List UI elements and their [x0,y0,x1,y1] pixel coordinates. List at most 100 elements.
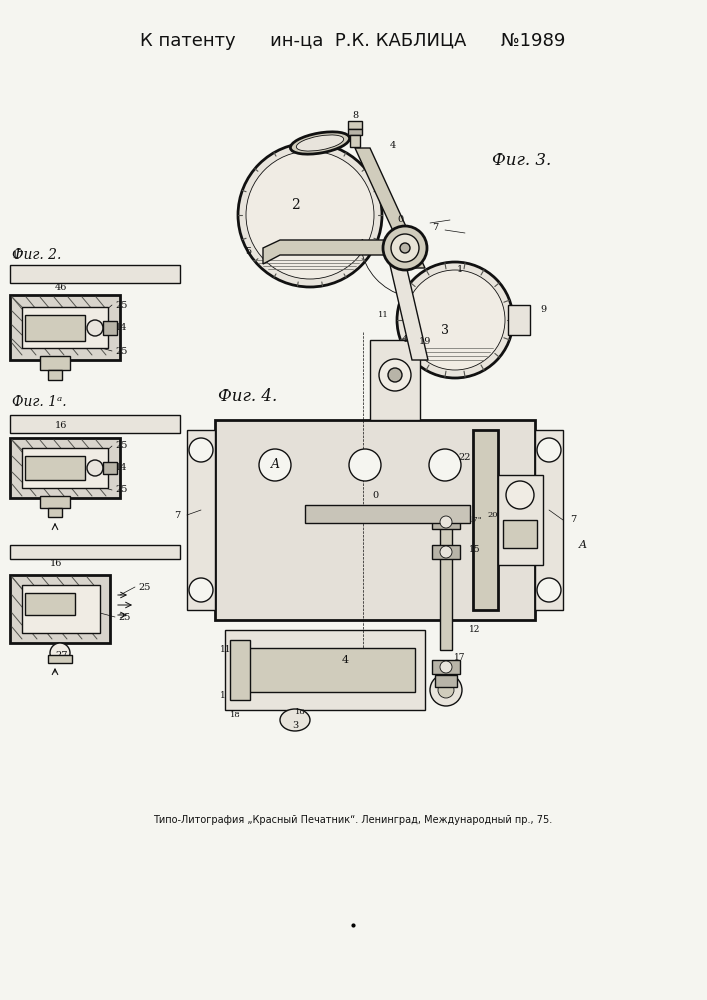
Text: 22: 22 [459,454,472,462]
Text: К патенту      ин-ца  Р.К. КАБЛИЦА      №1989: К патенту ин-ца Р.К. КАБЛИЦА №1989 [140,32,566,50]
Bar [10,265,180,283]
Bar [22,307,108,348]
Bar [215,420,535,620]
Circle shape [391,234,419,262]
Text: 8: 8 [352,110,358,119]
Circle shape [400,243,410,253]
Bar [498,475,543,565]
Text: 2: 2 [291,198,299,212]
Bar [187,430,215,610]
Text: 17": 17" [467,516,482,524]
Bar [305,505,470,523]
Text: 10: 10 [360,239,370,247]
Text: 25: 25 [115,442,127,450]
Text: 11: 11 [220,646,231,654]
Text: 27: 27 [55,650,67,660]
Circle shape [87,460,103,476]
Bar [48,655,72,663]
Bar [10,575,110,643]
Text: 7: 7 [174,510,180,520]
Text: Типо-Литография „Красный Печатник“. Ленинград, Международный пр., 75.: Типо-Литография „Красный Печатник“. Лени… [153,815,553,825]
Text: A: A [271,458,279,472]
Bar [48,370,62,380]
Circle shape [349,449,381,481]
Circle shape [189,438,213,462]
Bar [432,545,460,559]
Text: 3: 3 [292,720,298,730]
Text: 17: 17 [455,654,466,662]
Circle shape [429,449,461,481]
Text: 14: 14 [115,324,127,332]
Bar [25,315,85,341]
Ellipse shape [291,132,349,154]
Bar [22,448,108,488]
Circle shape [440,516,452,528]
Text: 4: 4 [390,140,396,149]
Bar [370,340,420,420]
Bar [535,430,563,610]
Circle shape [537,578,561,602]
Text: 25: 25 [115,486,127,494]
Bar [473,430,498,610]
Circle shape [397,262,513,378]
Circle shape [388,368,402,382]
Bar [25,456,85,480]
Circle shape [430,674,462,706]
Text: 20: 20 [488,511,498,519]
Text: Фиг. 3.: Фиг. 3. [492,152,551,169]
Polygon shape [390,265,428,360]
Ellipse shape [296,135,344,151]
Bar [25,593,75,615]
Bar [435,675,457,687]
Bar [348,121,362,129]
Bar [432,515,460,529]
Circle shape [246,151,374,279]
Text: 18: 18 [295,708,305,716]
Circle shape [87,320,103,336]
Text: 16: 16 [50,558,62,568]
Bar [350,135,360,147]
Text: Фиг. 2.: Фиг. 2. [12,248,62,262]
Circle shape [438,682,454,698]
Text: 3: 3 [441,324,449,336]
Text: 0: 0 [372,490,378,499]
Bar [10,415,180,433]
Circle shape [440,661,452,673]
Bar [503,520,537,548]
Text: 11: 11 [378,311,388,319]
Text: 15: 15 [469,546,481,554]
Text: 6: 6 [382,251,388,260]
Bar [508,305,530,335]
Text: 7: 7 [432,224,438,232]
Bar [230,640,250,700]
Circle shape [405,270,505,370]
Bar [40,496,70,508]
Text: 7: 7 [570,516,576,524]
Circle shape [259,449,291,481]
Text: 46: 46 [55,282,67,292]
Text: 17: 17 [12,250,25,259]
Text: A: A [579,540,587,550]
Polygon shape [355,148,425,268]
Bar [235,648,415,692]
Bar [10,295,120,360]
Circle shape [440,546,452,558]
Bar [10,545,180,559]
Text: 25: 25 [118,612,130,621]
Circle shape [383,226,427,270]
Text: 14: 14 [115,464,127,473]
Text: Фиг. 4.: Фиг. 4. [218,388,277,405]
Circle shape [50,643,70,663]
Bar [22,585,100,633]
Bar [10,438,120,498]
Text: 18: 18 [230,711,240,719]
Bar [432,660,460,674]
Bar [348,129,362,135]
Text: 0: 0 [397,216,403,225]
Bar [103,462,117,474]
Text: 12: 12 [469,626,481,635]
Circle shape [506,481,534,509]
Bar [440,510,452,650]
Text: 16: 16 [55,422,67,430]
Text: 4: 4 [341,655,349,665]
